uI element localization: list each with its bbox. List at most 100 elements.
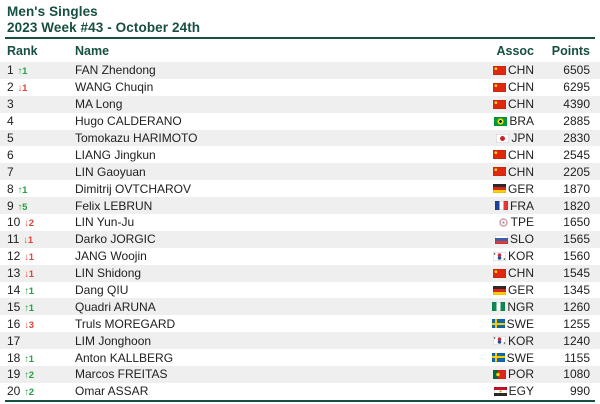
assoc-cell: CHN bbox=[470, 266, 534, 280]
player-name: Tomokazu HARIMOTO bbox=[75, 131, 198, 145]
flag-icon-chn bbox=[493, 65, 506, 75]
flag-icon-ger bbox=[492, 285, 506, 295]
points-value: 1255 bbox=[563, 316, 590, 331]
player-name: Hugo CALDERANO bbox=[75, 114, 182, 129]
column-header-assoc: Assoc bbox=[496, 43, 534, 58]
title-event: Men's Singles bbox=[7, 4, 98, 19]
rank-change-indicator: ↓2 bbox=[24, 218, 34, 230]
rank-cell: 20 ↑2 bbox=[7, 384, 75, 398]
rank-change-indicator: ↑1 bbox=[17, 66, 28, 78]
points-value: 1650 bbox=[563, 215, 590, 230]
rank-cell: 3 bbox=[7, 97, 75, 111]
rank-number: 14 bbox=[7, 283, 21, 298]
points-value: 2545 bbox=[563, 147, 590, 162]
rank-change-indicator: ↑5 bbox=[17, 201, 28, 213]
assoc-code: KOR bbox=[507, 333, 534, 348]
player-name: LIN Yun-Ju bbox=[75, 215, 135, 230]
points-value: 2885 bbox=[563, 114, 590, 129]
flag-icon-ger bbox=[492, 184, 506, 194]
rank-number: 4 bbox=[7, 114, 14, 129]
assoc-code: SWE bbox=[506, 316, 534, 331]
rank-number: 8 bbox=[7, 181, 14, 196]
table-row: 10 ↓2 LIN Yun-Ju TPE 1650 bbox=[0, 214, 600, 231]
flag-icon-kor bbox=[492, 251, 506, 261]
points-value: 2830 bbox=[563, 131, 590, 145]
assoc-cell: BRA bbox=[470, 114, 534, 128]
bottom-divider bbox=[5, 399, 595, 402]
rank-cell: 11 ↓1 bbox=[7, 232, 75, 246]
rank-cell: 19 ↑2 bbox=[7, 367, 75, 381]
flag-icon-kor bbox=[492, 336, 506, 346]
flag-icon-swe bbox=[491, 319, 505, 329]
rank-cell: 17 bbox=[7, 334, 75, 348]
assoc-code: GER bbox=[507, 181, 534, 196]
flag-icon-jpn bbox=[496, 133, 510, 143]
table-row: 11 ↓1 Darko JORGIC SLO 1565 bbox=[0, 230, 600, 248]
table-row: 7 LIN Gaoyuan CHN 2205 bbox=[0, 163, 600, 181]
assoc-code: CHN bbox=[508, 147, 534, 162]
assoc-code: EGY bbox=[508, 384, 534, 399]
table-row: 16 ↓3 Truls MOREGARD SWE 1255 bbox=[0, 315, 600, 332]
rank-number: 6 bbox=[7, 147, 14, 162]
player-name: LIN Shidong bbox=[75, 266, 142, 281]
rank-number: 19 bbox=[7, 367, 21, 382]
rank-number: 9 bbox=[7, 198, 14, 213]
rank-change-indicator: ↑2 bbox=[24, 370, 34, 382]
player-name: Omar ASSAR bbox=[75, 384, 149, 399]
points-value: 1560 bbox=[563, 249, 590, 264]
title-week-date: 2023 Week #43 - October 24th bbox=[7, 19, 201, 35]
flag-icon-chn bbox=[493, 82, 506, 92]
rank-number: 18 bbox=[7, 350, 21, 365]
assoc-cell: GER bbox=[470, 283, 534, 297]
points-value: 1155 bbox=[564, 350, 590, 365]
rank-cell: 15 ↑1 bbox=[7, 300, 75, 314]
assoc-code: BRA bbox=[509, 114, 534, 129]
assoc-code: NGR bbox=[507, 299, 534, 314]
assoc-cell: CHN bbox=[470, 80, 534, 94]
table-row: 6 LIANG Jingkun CHN 2545 bbox=[0, 146, 600, 163]
table-row: 1 ↑1 FAN Zhendong CHN 6505 bbox=[0, 62, 600, 79]
assoc-cell: SLO bbox=[470, 232, 534, 246]
flag-icon-por bbox=[492, 369, 506, 379]
rank-number: 5 bbox=[7, 131, 14, 145]
assoc-code: KOR bbox=[507, 249, 534, 264]
table-row: 18 ↑1 Anton KALLBERG SWE 1155 bbox=[0, 349, 600, 366]
flag-icon-bra bbox=[494, 116, 508, 126]
rank-cell: 16 ↓3 bbox=[7, 317, 75, 331]
page-title: Men's Singles 2023 Week #43 - October 24… bbox=[0, 0, 600, 35]
player-name: Dimitrij OVTCHAROV bbox=[75, 181, 191, 196]
assoc-code: CHN bbox=[508, 266, 534, 281]
assoc-cell: GER bbox=[470, 182, 534, 196]
player-name: Truls MOREGARD bbox=[75, 316, 176, 331]
rank-number: 13 bbox=[7, 266, 21, 281]
player-name: LIN Gaoyuan bbox=[75, 164, 146, 179]
player-name: Dang QIU bbox=[75, 283, 129, 298]
rank-cell: 8 ↑1 bbox=[7, 182, 75, 196]
column-header-points: Points bbox=[551, 43, 590, 58]
points-value: 6505 bbox=[563, 63, 590, 78]
table-row: 8 ↑1 Dimitrij OVTCHAROV GER 1870 bbox=[0, 180, 600, 197]
rank-cell: 14 ↑1 bbox=[7, 283, 75, 297]
assoc-code: CHN bbox=[508, 97, 534, 112]
points-value: 1820 bbox=[563, 198, 590, 213]
table-row: 13 ↓1 LIN Shidong CHN 1545 bbox=[0, 264, 600, 282]
rank-cell: 1 ↑1 bbox=[7, 63, 75, 77]
flag-icon-chn bbox=[493, 268, 506, 278]
rank-change-indicator: ↓3 bbox=[24, 319, 34, 331]
table-row: 9 ↑5 Felix LEBRUN FRA 1820 bbox=[0, 197, 600, 215]
assoc-code: FRA bbox=[510, 198, 534, 213]
assoc-code: SLO bbox=[509, 232, 534, 247]
assoc-code: CHN bbox=[508, 63, 534, 78]
table-row: 15 ↑1 Quadri ARUNA NGR 1260 bbox=[0, 298, 600, 316]
rank-cell: 7 bbox=[7, 165, 75, 179]
points-value: 1345 bbox=[563, 283, 590, 298]
rank-cell: 2 ↓1 bbox=[7, 80, 75, 94]
assoc-cell: EGY bbox=[470, 384, 534, 398]
flag-icon-chn bbox=[493, 99, 506, 109]
top-divider bbox=[5, 37, 595, 39]
rank-change-indicator: ↓1 bbox=[17, 83, 28, 95]
ranking-table-body: 1 ↑1 FAN Zhendong CHN 6505 2 ↓1 WANG Chu… bbox=[0, 62, 600, 400]
player-name: Darko JORGIC bbox=[75, 232, 156, 247]
table-row: 12 ↓1 JANG Woojin KOR 1560 bbox=[0, 248, 600, 265]
